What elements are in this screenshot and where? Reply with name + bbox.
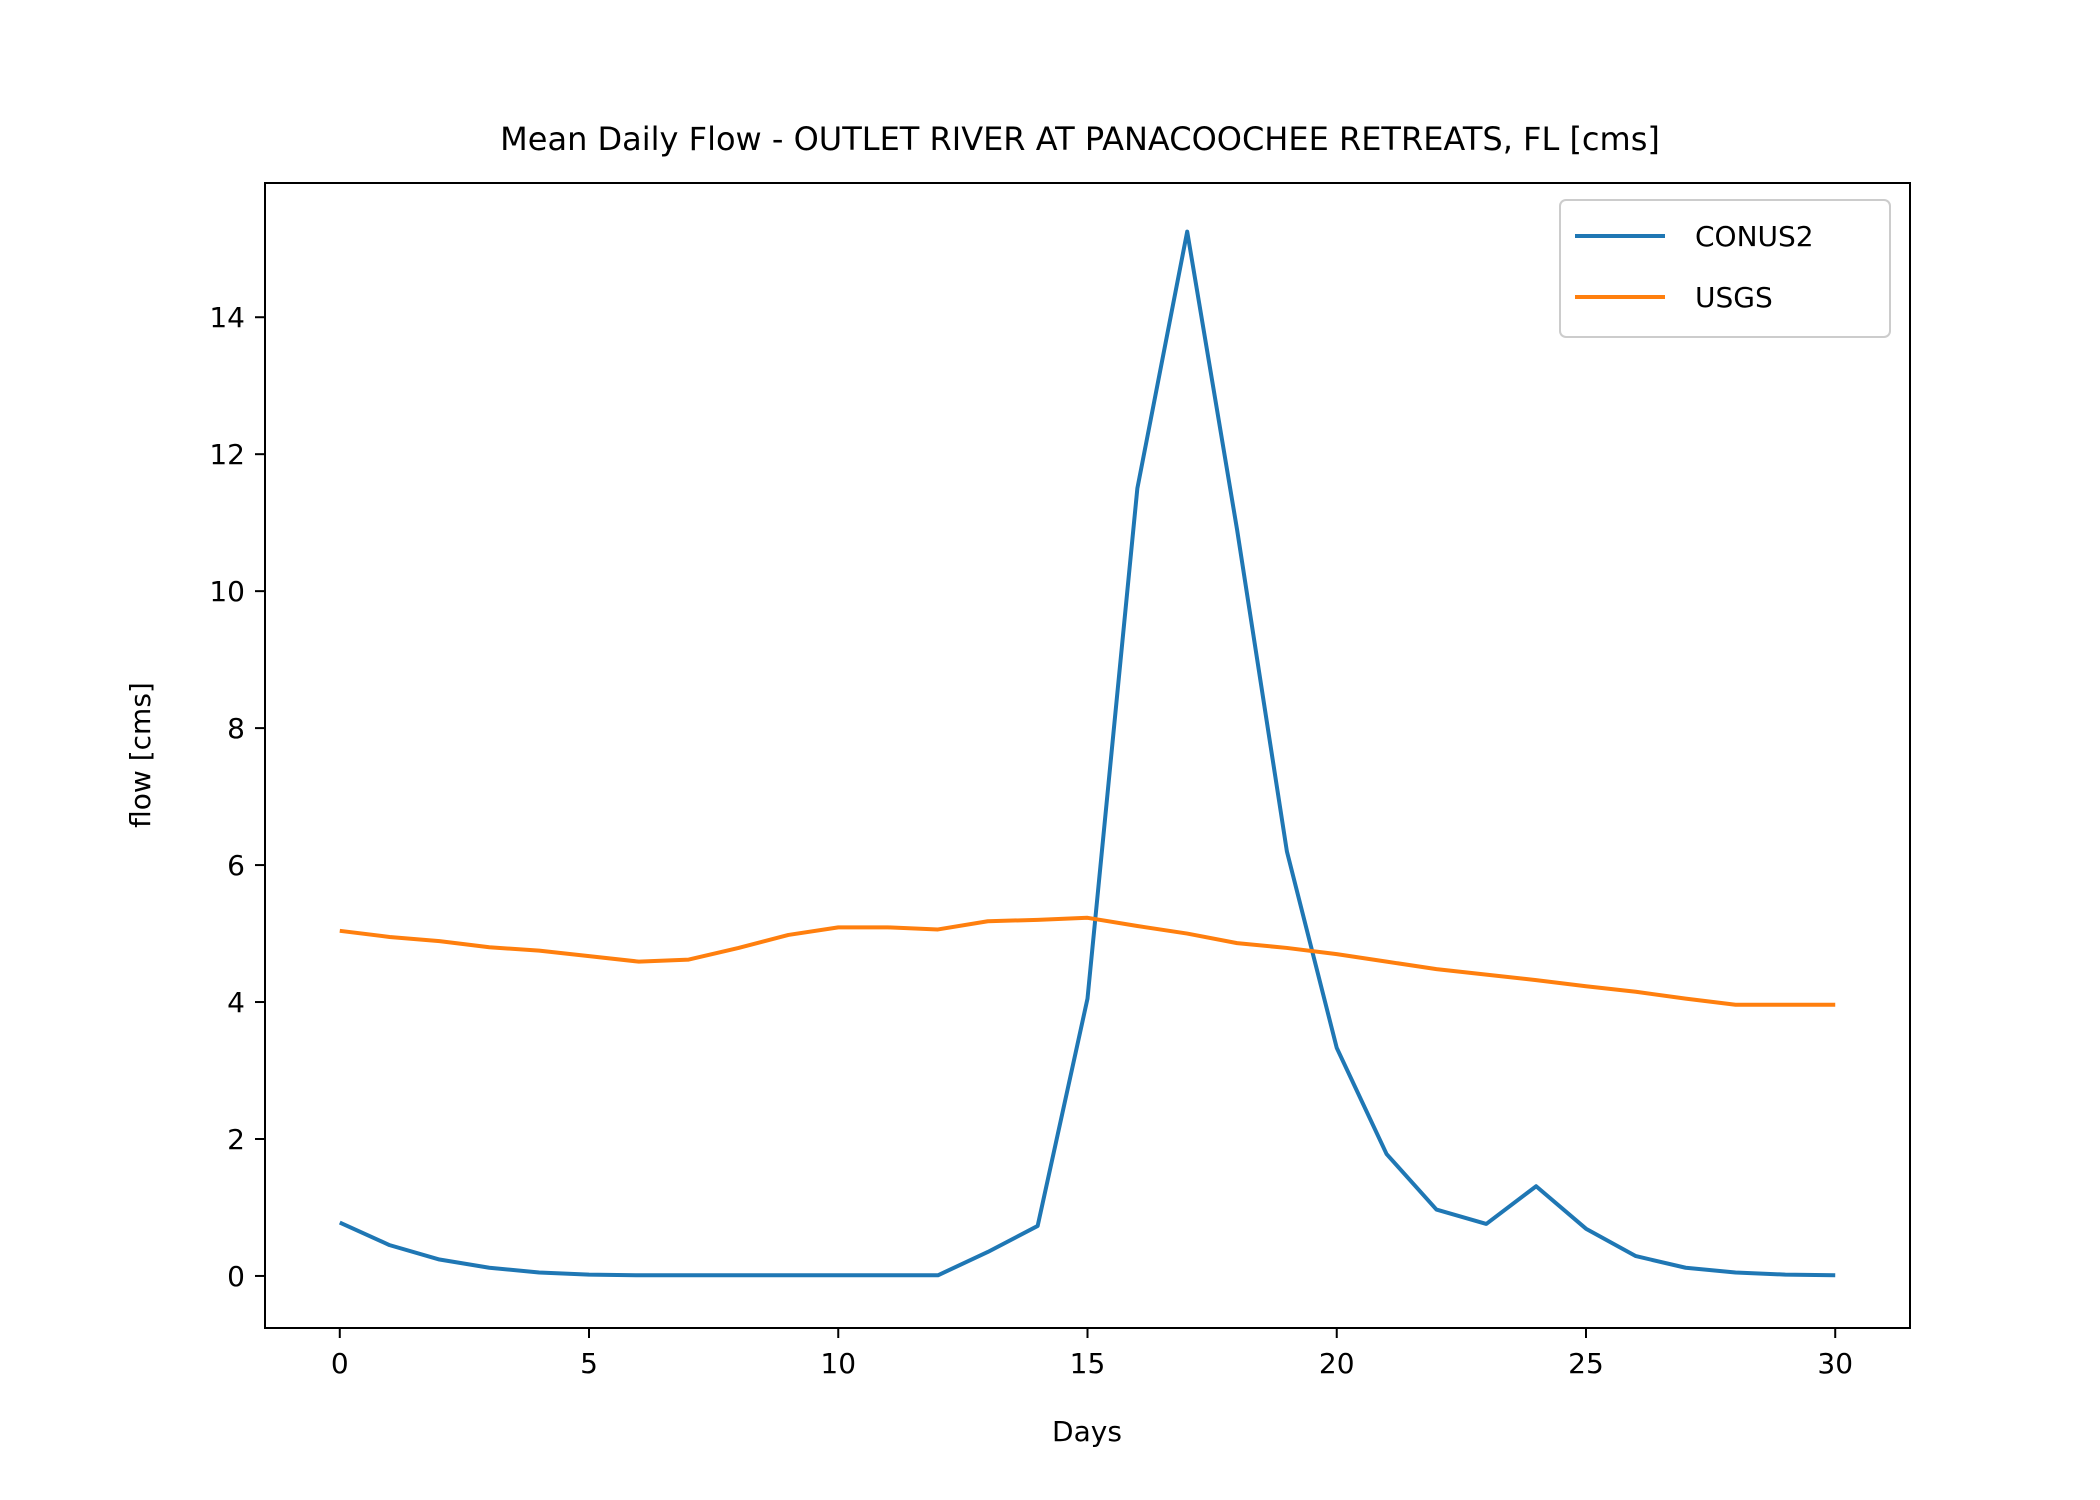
plot-background <box>265 183 1910 1328</box>
series-line-conus2 <box>338 229 1836 1278</box>
x-tick-label: 0 <box>331 1347 349 1380</box>
x-tick-label: 5 <box>580 1347 598 1380</box>
x-axis-label: Days <box>1052 1415 1122 1448</box>
series-line-usgs <box>339 915 1836 1007</box>
x-tick-label: 20 <box>1319 1347 1355 1380</box>
series-layer <box>338 229 1836 1278</box>
legend-label-conus2: CONUS2 <box>1695 220 1814 253</box>
y-tick-label: 10 <box>209 575 245 608</box>
y-tick-label: 12 <box>209 438 245 471</box>
y-tick-label: 8 <box>227 712 245 745</box>
y-axis-label: flow [cms] <box>124 682 157 828</box>
chart-title: Mean Daily Flow - OUTLET RIVER AT PANACO… <box>500 120 1660 158</box>
y-tick-label: 2 <box>227 1123 245 1156</box>
legend-label-usgs: USGS <box>1695 281 1773 314</box>
x-tick-label: 15 <box>1070 1347 1106 1380</box>
x-tick-label: 10 <box>820 1347 856 1380</box>
y-axis: 0 2 4 6 8 10 12 14 <box>209 301 265 1293</box>
plot-area <box>265 183 1910 1328</box>
x-axis: 0 5 10 15 20 25 30 <box>331 1328 1853 1380</box>
x-tick-label: 25 <box>1568 1347 1604 1380</box>
y-tick-label: 0 <box>227 1260 245 1293</box>
y-tick-label: 6 <box>227 849 245 882</box>
y-tick-label: 4 <box>227 986 245 1019</box>
legend: CONUS2 USGS <box>1559 199 1891 338</box>
y-tick-label: 14 <box>209 301 245 334</box>
x-tick-label: 30 <box>1817 1347 1853 1380</box>
